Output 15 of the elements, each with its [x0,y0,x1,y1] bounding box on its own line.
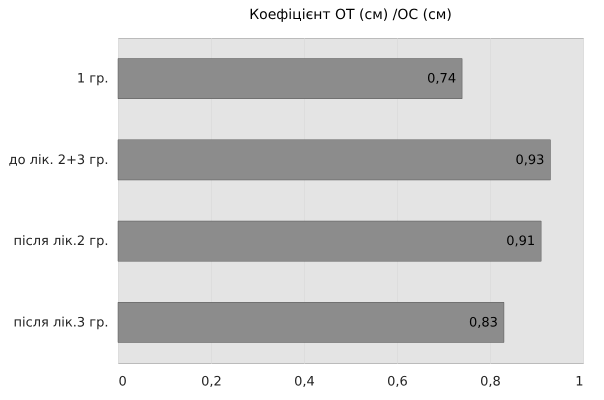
x-tick-label: 0,4 [294,374,315,390]
x-tick-label: 1 [575,374,584,390]
y-tick-label: після лік.2 гр. [13,234,108,250]
x-tick-label: 0 [118,374,127,390]
x-tick-label: 0,6 [387,374,408,390]
y-tick-label: після лік.3 гр. [13,315,108,330]
data-label: 0,83 [468,315,498,330]
data-label: 0,93 [515,152,544,168]
y-tick-label: 1 гр. [76,72,108,87]
x-tick-label: 0,8 [480,374,501,390]
chart-title: Коефіцієнт ОТ (см) /ОС (см) [249,7,452,23]
data-label: 0,91 [506,234,536,250]
data-label: 0,74 [427,72,456,87]
x-tick-label: 0,2 [201,374,222,390]
y-tick-label: до лік. 2+3 гр. [8,152,108,168]
